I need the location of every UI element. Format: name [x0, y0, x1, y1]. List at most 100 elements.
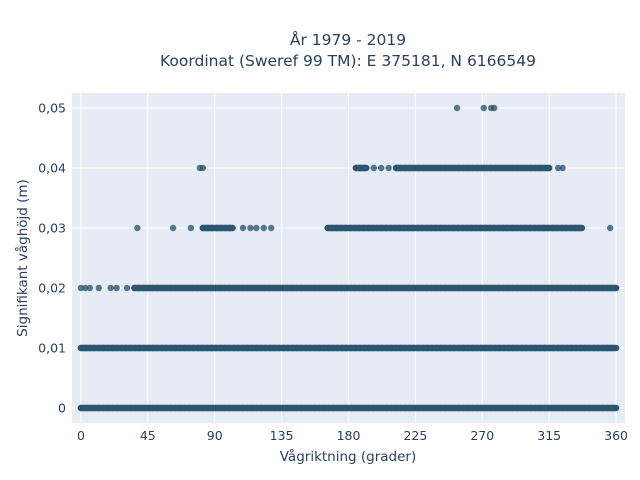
data-point [482, 344, 490, 352]
data-point [360, 284, 368, 292]
data-point [320, 284, 327, 292]
data-point [388, 344, 395, 352]
data-point [199, 164, 207, 172]
data-point [217, 344, 224, 352]
y-tick-label: 0,03 [38, 221, 66, 236]
data-point [554, 284, 561, 292]
data-point [208, 404, 215, 412]
data-point [131, 284, 138, 292]
data-point [95, 284, 102, 292]
data-point [612, 284, 620, 292]
data-point [293, 404, 301, 412]
data-point [167, 344, 175, 352]
data-point [532, 164, 539, 172]
data-point [495, 224, 502, 232]
data-point [446, 284, 453, 292]
data-point [514, 404, 521, 412]
data-point [536, 284, 543, 292]
data-point [172, 344, 179, 352]
data-point [194, 404, 202, 412]
data-point [198, 284, 206, 292]
data-point [606, 224, 614, 232]
data-point [356, 344, 364, 352]
data-point [77, 344, 85, 352]
data-point [482, 284, 489, 292]
data-point [82, 344, 89, 352]
data-point [473, 164, 481, 172]
data-point [414, 224, 421, 232]
data-point [486, 284, 494, 292]
data-point [424, 404, 431, 412]
data-point [378, 224, 385, 232]
data-point [365, 344, 373, 352]
data-point [405, 224, 412, 232]
data-point [208, 224, 216, 232]
data-point [419, 284, 426, 292]
data-point [369, 284, 377, 292]
data-point [270, 284, 278, 292]
data-point [176, 284, 183, 292]
data-point [545, 164, 553, 172]
data-point [262, 344, 269, 352]
data-point [513, 284, 521, 292]
data-point [107, 284, 114, 292]
data-point [567, 284, 575, 292]
data-point [351, 284, 359, 292]
chart-title-line-2: Koordinat (Sweref 99 TM): E 375181, N 61… [160, 52, 536, 70]
data-point [343, 344, 350, 352]
data-point [459, 284, 467, 292]
data-point [280, 344, 287, 352]
data-point [370, 164, 377, 172]
data-point [383, 284, 390, 292]
data-point [451, 344, 458, 352]
data-point [347, 344, 355, 352]
x-tick-label: 0 [77, 428, 85, 443]
data-point [347, 404, 355, 412]
data-point [540, 284, 548, 292]
data-point [437, 284, 444, 292]
data-point [385, 164, 392, 172]
data-point [113, 284, 120, 292]
data-markers [77, 104, 620, 412]
data-point [217, 224, 225, 232]
data-point [154, 404, 161, 412]
data-point [262, 404, 269, 412]
data-point [401, 344, 409, 352]
data-point [181, 344, 188, 352]
data-point [325, 344, 332, 352]
data-point [401, 404, 409, 412]
data-point [252, 284, 260, 292]
data-point [522, 284, 530, 292]
data-point [158, 344, 166, 352]
x-tick-label: 180 [337, 428, 361, 443]
data-point [134, 224, 141, 232]
data-point [293, 344, 301, 352]
data-point [415, 404, 422, 412]
data-point [169, 224, 177, 232]
data-point [171, 284, 179, 292]
data-point [536, 404, 544, 412]
data-point [442, 344, 449, 352]
data-point [122, 344, 130, 352]
data-point [433, 344, 440, 352]
data-point [187, 224, 195, 232]
data-point [562, 224, 570, 232]
data-point [428, 404, 436, 412]
data-point [532, 344, 539, 352]
data-point [419, 164, 427, 172]
data-point [563, 344, 571, 352]
data-point [396, 284, 404, 292]
data-point [167, 404, 175, 412]
data-point [374, 404, 382, 412]
data-point [455, 404, 463, 412]
data-point [559, 164, 566, 172]
data-point [316, 404, 323, 412]
data-point [572, 284, 579, 292]
data-point [437, 164, 445, 172]
data-point [365, 284, 372, 292]
data-point [158, 284, 165, 292]
data-point [86, 404, 94, 412]
data-point [545, 344, 553, 352]
data-point [199, 404, 206, 412]
data-point [419, 344, 427, 352]
